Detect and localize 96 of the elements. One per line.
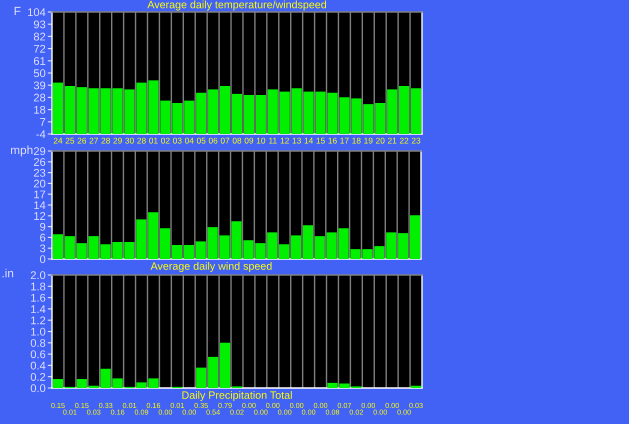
y-tick-label: 50 bbox=[34, 69, 46, 78]
x-tick-label: 19 bbox=[364, 138, 373, 144]
y-tick-label: 1.6 bbox=[31, 294, 46, 302]
x-tick-label: 05 bbox=[196, 138, 206, 144]
bar bbox=[100, 244, 111, 259]
y-axis-title: .in bbox=[2, 268, 14, 278]
bar bbox=[362, 249, 373, 259]
y-tick-label: 39 bbox=[34, 81, 46, 90]
y-tick-label: 0.0 bbox=[30, 384, 46, 392]
x-tick-label: 17 bbox=[340, 138, 349, 144]
bar bbox=[327, 92, 338, 134]
x-tick-label: 18 bbox=[352, 138, 361, 144]
bar bbox=[339, 97, 350, 134]
bar bbox=[290, 235, 302, 259]
x-tick-label: 26 bbox=[78, 138, 86, 144]
x-tick-label: 27 bbox=[90, 138, 98, 144]
bar bbox=[410, 88, 422, 134]
y-tick-label: 1.0 bbox=[31, 328, 46, 336]
bar bbox=[52, 234, 64, 259]
y-tick-label: 6 bbox=[40, 234, 46, 242]
bar bbox=[148, 80, 159, 134]
x-tick-label: 20 bbox=[376, 138, 385, 144]
bar bbox=[350, 249, 361, 259]
chart-title: Average daily temperature/windspeed bbox=[147, 0, 326, 10]
y-tick-label: 14 bbox=[34, 201, 46, 210]
y-tick-label: 7 bbox=[40, 118, 46, 126]
y-tick-label: 1.4 bbox=[31, 305, 46, 313]
bar bbox=[410, 215, 420, 259]
y-tick-label: 20 bbox=[34, 180, 46, 188]
bar bbox=[136, 382, 147, 388]
y-tick-label: 0.8 bbox=[30, 339, 46, 347]
y-tick-label: 1.8 bbox=[31, 282, 46, 290]
x-tick-label: 03 bbox=[173, 138, 182, 144]
y-tick-label: 104 bbox=[28, 8, 46, 16]
y-tick-label: 23 bbox=[34, 168, 46, 177]
x-tick-label: 09 bbox=[244, 138, 254, 144]
y-axis-title: mph bbox=[11, 145, 32, 156]
bar bbox=[327, 382, 338, 388]
bar bbox=[315, 92, 326, 134]
y-tick-label: 2.0 bbox=[30, 271, 46, 280]
x-tick-label: 23 bbox=[412, 138, 420, 144]
bar bbox=[339, 383, 350, 388]
text: Daily Precipitation Total bbox=[182, 391, 292, 402]
bar bbox=[220, 342, 230, 388]
x-tick-label: 22 bbox=[400, 138, 408, 144]
y-tick-label: 93 bbox=[34, 20, 46, 28]
bar bbox=[231, 221, 242, 259]
y-tick-label: -4 bbox=[36, 130, 46, 138]
y-tick-label: 3 bbox=[40, 244, 46, 252]
y-tick-label: 26 bbox=[34, 158, 46, 166]
y-tick-label: 9 bbox=[40, 222, 46, 231]
y-tick-label: 12 bbox=[34, 212, 46, 220]
x-tick-label: 29 bbox=[113, 138, 122, 144]
x-tick-label: 01 bbox=[149, 138, 158, 144]
x-tick-label: 06 bbox=[208, 138, 218, 144]
bar bbox=[52, 82, 64, 134]
y-tick-label: 0 bbox=[40, 255, 46, 264]
y-axis-title: F bbox=[14, 6, 20, 16]
bar bbox=[136, 82, 147, 134]
x-tick-label: 08 bbox=[232, 138, 242, 144]
x-tick-label: 16 bbox=[328, 138, 337, 144]
y-tick-label: 1.2 bbox=[31, 316, 46, 324]
x-tick-label: 25 bbox=[66, 138, 74, 144]
y-tick-label: 17 bbox=[34, 190, 46, 198]
x-tick-label: 07 bbox=[220, 138, 230, 144]
y-tick-label: 72 bbox=[34, 44, 46, 53]
x-tick-label: 30 bbox=[125, 138, 134, 144]
bar bbox=[52, 378, 64, 388]
bar bbox=[232, 94, 242, 134]
x-tick-label: 13 bbox=[292, 138, 301, 144]
y-tick-label: 82 bbox=[34, 32, 46, 41]
bar bbox=[220, 86, 230, 134]
bar bbox=[172, 245, 182, 259]
y-tick-label: 0.2 bbox=[30, 372, 46, 381]
bar bbox=[124, 89, 135, 134]
y-tick-label: 29 bbox=[34, 147, 46, 156]
y-tick-label: 28 bbox=[34, 94, 46, 102]
bar bbox=[244, 95, 254, 134]
x-tick-label: 10 bbox=[256, 138, 266, 144]
x-tick-label: 24 bbox=[54, 138, 62, 144]
y-tick-label: 18 bbox=[34, 106, 46, 114]
x-tick-label: 11 bbox=[269, 138, 277, 144]
text: Average daily wind speed bbox=[150, 262, 272, 272]
x-tick-label: 04 bbox=[184, 138, 194, 144]
x-tick-label: 15 bbox=[316, 138, 325, 144]
x-tick-label: 12 bbox=[280, 138, 289, 144]
y-tick-label: 0.4 bbox=[30, 362, 46, 370]
x-tick-label: 28 bbox=[101, 138, 110, 144]
x-tick-label: 02 bbox=[161, 138, 170, 144]
y-tick-label: 61 bbox=[34, 57, 46, 65]
bar bbox=[112, 242, 123, 259]
y-tick-label: 0.6 bbox=[30, 350, 46, 358]
x-tick-label: 21 bbox=[388, 138, 396, 144]
x-tick-label: 28 bbox=[137, 138, 146, 144]
bar bbox=[148, 378, 159, 388]
x-tick-label: 14 bbox=[304, 138, 314, 144]
